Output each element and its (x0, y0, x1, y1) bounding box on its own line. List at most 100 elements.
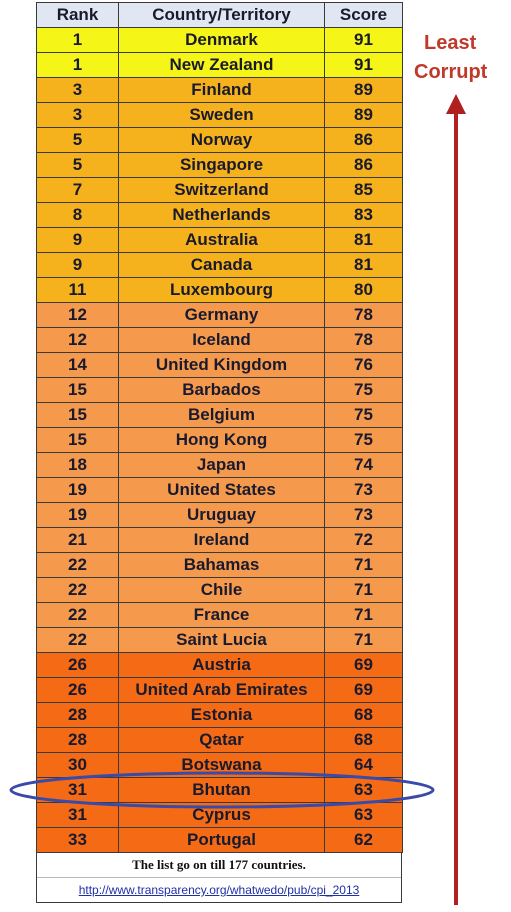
score-cell: 71 (324, 627, 403, 653)
country-cell: Cyprus (118, 802, 325, 828)
table-row: 22 Saint Lucia 71 (36, 627, 403, 653)
score-cell: 71 (324, 602, 403, 628)
score-cell: 80 (324, 277, 403, 303)
country-cell: Denmark (118, 27, 325, 53)
header-country: Country/Territory (118, 2, 325, 28)
rank-cell: 5 (36, 152, 119, 178)
country-cell: Germany (118, 302, 325, 328)
country-cell: Belgium (118, 402, 325, 428)
country-cell: Australia (118, 227, 325, 253)
table-row: 26 Austria 69 (36, 652, 403, 678)
table-row: 22 Chile 71 (36, 577, 403, 603)
country-cell: United States (118, 477, 325, 503)
rank-cell: 22 (36, 602, 119, 628)
country-cell: Qatar (118, 727, 325, 753)
table-row: 22 Bahamas 71 (36, 552, 403, 578)
table-row: 8 Netherlands 83 (36, 202, 403, 228)
country-cell: Canada (118, 252, 325, 278)
table-row: 12 Germany 78 (36, 302, 403, 328)
score-cell: 72 (324, 527, 403, 553)
header-rank: Rank (36, 2, 119, 28)
table-row: 9 Canada 81 (36, 252, 403, 278)
table-row: 5 Norway 86 (36, 127, 403, 153)
rank-cell: 5 (36, 127, 119, 153)
table-row: 7 Switzerland 85 (36, 177, 403, 203)
rank-cell: 31 (36, 777, 119, 803)
source-link[interactable]: http://www.transparency.org/whatwedo/pub… (37, 877, 401, 902)
country-cell: Finland (118, 77, 325, 103)
rank-cell: 3 (36, 77, 119, 103)
score-cell: 85 (324, 177, 403, 203)
country-cell: Austria (118, 652, 325, 678)
country-cell: France (118, 602, 325, 628)
rank-cell: 9 (36, 227, 119, 253)
rank-cell: 31 (36, 802, 119, 828)
table-row: 22 France 71 (36, 602, 403, 628)
least-corrupt-label-line1: Least (424, 32, 477, 54)
cpi-ranking-table-container: Rank Country/Territory Score 1 Denmark 91 1… (36, 2, 403, 908)
score-cell: 62 (324, 827, 403, 853)
score-cell: 91 (324, 27, 403, 53)
table-row: 28 Estonia 68 (36, 702, 403, 728)
country-cell: Estonia (118, 702, 325, 728)
country-cell: Japan (118, 452, 325, 478)
table-row: 15 Barbados 75 (36, 377, 403, 403)
table-body: 1 Denmark 91 1 New Zealand 91 3 Finland 89 3 Swede… (36, 27, 403, 853)
country-cell: Botswana (118, 752, 325, 778)
country-cell: Ireland (118, 527, 325, 553)
score-cell: 76 (324, 352, 403, 378)
score-cell: 81 (324, 227, 403, 253)
country-cell: Hong Kong (118, 427, 325, 453)
country-cell: Portugal (118, 827, 325, 853)
score-cell: 68 (324, 727, 403, 753)
country-cell: Barbados (118, 377, 325, 403)
table-row: 33 Portugal 62 (36, 827, 403, 853)
table-row: 1 New Zealand 91 (36, 52, 403, 78)
rank-cell: 3 (36, 102, 119, 128)
score-cell: 69 (324, 677, 403, 703)
table-header-row: Rank Country/Territory Score (36, 2, 403, 28)
footer-box: The list go on till 177 countries. http:… (36, 853, 402, 903)
country-cell: Switzerland (118, 177, 325, 203)
rank-cell: 12 (36, 302, 119, 328)
rank-cell: 22 (36, 577, 119, 603)
table-row: 1 Denmark 91 (36, 27, 403, 53)
rank-cell: 8 (36, 202, 119, 228)
rank-cell: 22 (36, 552, 119, 578)
score-cell: 75 (324, 427, 403, 453)
rank-cell: 7 (36, 177, 119, 203)
footer-note: The list go on till 177 countries. (132, 857, 306, 872)
country-cell: Luxembourg (118, 277, 325, 303)
score-cell: 86 (324, 127, 403, 153)
rank-cell: 21 (36, 527, 119, 553)
score-cell: 64 (324, 752, 403, 778)
table-row: 15 Hong Kong 75 (36, 427, 403, 453)
country-cell: Norway (118, 127, 325, 153)
score-cell: 63 (324, 777, 403, 803)
cpi-ranking-table: Rank Country/Territory Score 1 Denmark 91 1… (36, 2, 403, 853)
rank-cell: 19 (36, 502, 119, 528)
score-cell: 83 (324, 202, 403, 228)
score-cell: 75 (324, 402, 403, 428)
score-cell: 63 (324, 802, 403, 828)
country-cell: Iceland (118, 327, 325, 353)
score-cell: 73 (324, 502, 403, 528)
score-cell: 89 (324, 77, 403, 103)
country-cell: Singapore (118, 152, 325, 178)
rank-cell: 9 (36, 252, 119, 278)
rank-cell: 14 (36, 352, 119, 378)
country-cell: Uruguay (118, 502, 325, 528)
country-cell: Saint Lucia (118, 627, 325, 653)
table-row: 12 Iceland 78 (36, 327, 403, 353)
rank-cell: 26 (36, 652, 119, 678)
table-row: 5 Singapore 86 (36, 152, 403, 178)
country-cell: United Arab Emirates (118, 677, 325, 703)
rank-cell: 1 (36, 27, 119, 53)
table-row: 31 Cyprus 63 (36, 802, 403, 828)
rank-cell: 22 (36, 627, 119, 653)
country-cell: New Zealand (118, 52, 325, 78)
rank-cell: 1 (36, 52, 119, 78)
rank-cell: 12 (36, 327, 119, 353)
rank-cell: 15 (36, 427, 119, 453)
country-cell: United Kingdom (118, 352, 325, 378)
